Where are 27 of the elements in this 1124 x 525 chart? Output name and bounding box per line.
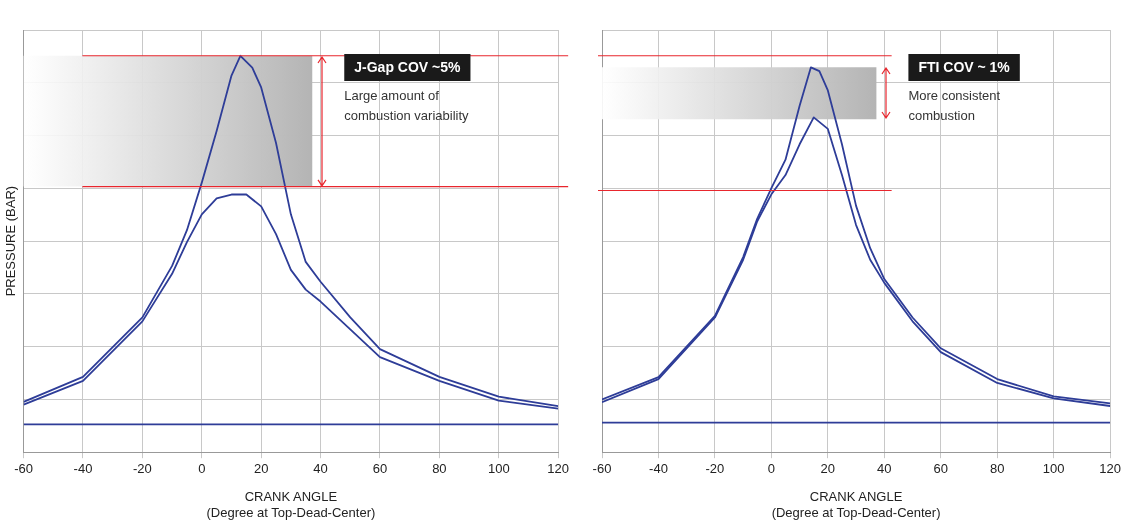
annotation: Large amount of combustion variability <box>344 87 470 123</box>
x-tick-label: 20 <box>820 460 836 476</box>
annotation: More consistent combustion <box>908 87 1001 123</box>
x-tick-label: -60 <box>14 460 33 476</box>
x-tick-label: 80 <box>432 460 447 476</box>
x-tick-label: 120 <box>1099 460 1122 476</box>
annotation: J-Gap COV ~5% <box>354 58 462 75</box>
x-tick-label: 20 <box>253 460 269 476</box>
annotation: FTI COV ~ 1% <box>918 58 1011 75</box>
x-axis-title: CRANK ANGLE (Degree at Top-Dead-Center) <box>206 489 376 520</box>
x-tick-label: 0 <box>767 460 775 476</box>
x-tick-label: -40 <box>73 460 93 476</box>
x-tick-label: 60 <box>933 460 948 476</box>
x-tick-label: 100 <box>487 460 510 476</box>
x-tick-label: 0 <box>198 460 206 476</box>
x-tick-label: -20 <box>705 460 725 476</box>
y-axis-title: PRESSURE (BAR) <box>3 185 19 297</box>
x-tick-label: 40 <box>877 460 892 476</box>
x-axis-title: CRANK ANGLE (Degree at Top-Dead-Center) <box>771 489 941 520</box>
x-tick-label: -20 <box>132 460 152 476</box>
x-tick-label: 120 <box>547 460 570 476</box>
x-tick-label: 80 <box>990 460 1005 476</box>
x-tick-label: 40 <box>313 460 328 476</box>
x-tick-label: -40 <box>649 460 668 476</box>
x-tick-label: 60 <box>372 460 388 476</box>
x-tick-label: 100 <box>1042 460 1065 476</box>
x-tick-label: -60 <box>592 460 612 476</box>
